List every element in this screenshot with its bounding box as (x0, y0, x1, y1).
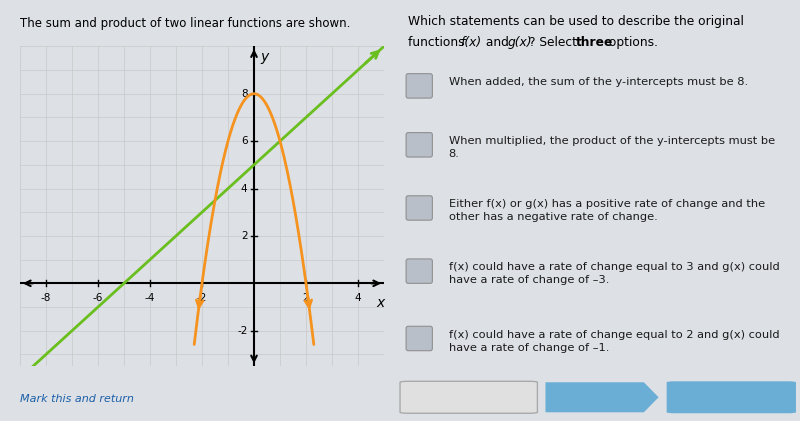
Polygon shape (546, 382, 658, 412)
Text: Next: Next (581, 391, 612, 404)
Text: 2: 2 (302, 293, 310, 303)
FancyBboxPatch shape (400, 381, 538, 413)
Text: f(x): f(x) (461, 36, 482, 49)
FancyBboxPatch shape (406, 326, 432, 351)
Text: x: x (376, 296, 384, 310)
Text: When multiplied, the product of the y-intercepts must be
8.: When multiplied, the product of the y-in… (449, 136, 774, 159)
Text: When added, the sum of the y-intercepts must be 8.: When added, the sum of the y-intercepts … (449, 77, 748, 87)
Text: 8: 8 (241, 89, 247, 99)
Text: 4: 4 (354, 293, 362, 303)
Text: The sum and product of two linear functions are shown.: The sum and product of two linear functi… (20, 17, 350, 30)
Text: Mark this and return: Mark this and return (20, 394, 134, 404)
Text: ? Select: ? Select (529, 36, 581, 49)
Text: Submit: Submit (708, 391, 754, 404)
FancyBboxPatch shape (406, 74, 432, 98)
Text: -2: -2 (237, 326, 247, 336)
Text: f(x) could have a rate of change equal to 2 and g(x) could
have a rate of change: f(x) could have a rate of change equal t… (449, 330, 779, 353)
Text: g(x): g(x) (508, 36, 533, 49)
Text: Which statements can be used to describe the original: Which statements can be used to describe… (408, 15, 744, 28)
Text: -4: -4 (145, 293, 155, 303)
Text: options.: options. (605, 36, 658, 49)
Text: -8: -8 (41, 293, 51, 303)
Text: and: and (482, 36, 512, 49)
FancyBboxPatch shape (666, 381, 796, 413)
Text: functions: functions (408, 36, 469, 49)
Text: 6: 6 (241, 136, 247, 146)
FancyBboxPatch shape (406, 259, 432, 283)
Text: -2: -2 (197, 293, 207, 303)
FancyBboxPatch shape (406, 133, 432, 157)
Text: three: three (576, 36, 614, 49)
Text: Save and Exit: Save and Exit (426, 392, 511, 402)
Text: 2: 2 (241, 231, 247, 241)
Text: Either f(x) or g(x) has a positive rate of change and the
other has a negative r: Either f(x) or g(x) has a positive rate … (449, 199, 765, 222)
Text: f(x) could have a rate of change equal to 3 and g(x) could
have a rate of change: f(x) could have a rate of change equal t… (449, 262, 779, 285)
Text: 4: 4 (241, 184, 247, 194)
Text: y: y (261, 50, 269, 64)
Text: -6: -6 (93, 293, 103, 303)
FancyBboxPatch shape (406, 196, 432, 220)
